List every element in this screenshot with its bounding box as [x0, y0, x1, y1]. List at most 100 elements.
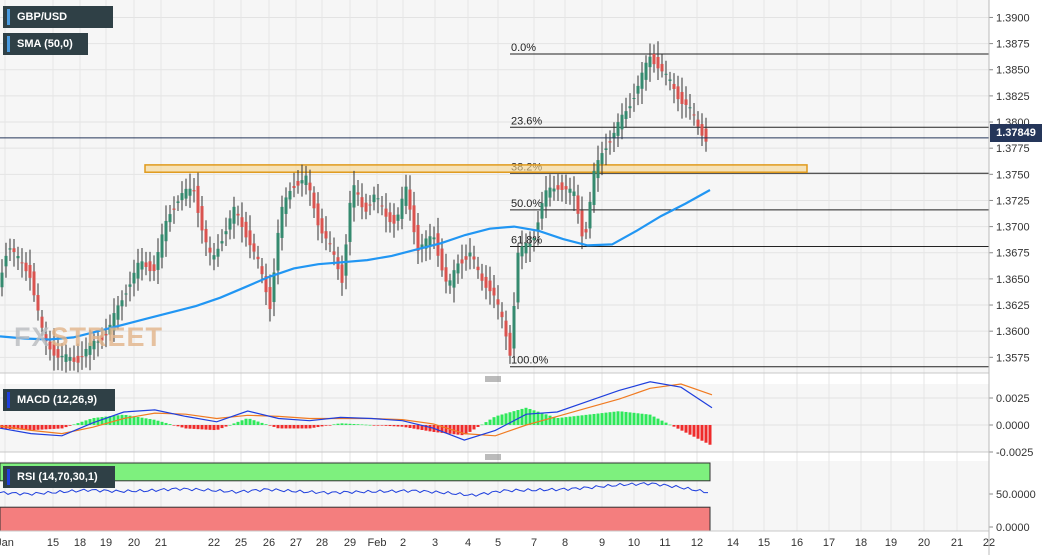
date-tick-label: 19 — [100, 537, 112, 549]
candle-body — [552, 188, 556, 192]
price-tick-label: 1.3675 — [996, 248, 1030, 260]
macd-histogram-bar — [612, 411, 616, 425]
resistance-zone-rect — [144, 164, 808, 173]
macd-histogram-bar — [488, 419, 492, 425]
sma-legend[interactable]: SMA (50,0) — [3, 33, 88, 55]
macd-histogram-bar — [220, 425, 224, 429]
candle-body — [372, 194, 376, 203]
macd-histogram-bar — [700, 425, 704, 441]
macd-histogram-bar — [308, 425, 312, 429]
rsi-legend[interactable]: RSI (14,70,30,1) — [3, 466, 115, 488]
panel-resize-handle[interactable] — [480, 374, 506, 383]
candle-body — [68, 356, 72, 361]
macd-histogram-bar — [108, 416, 112, 425]
date-tick-label: 8 — [562, 537, 568, 549]
macd-histogram-bar — [24, 425, 28, 430]
price-tick-label: 1.3875 — [996, 39, 1030, 51]
panel-resize-handle[interactable] — [480, 452, 506, 461]
macd-tick-label: 0.0025 — [996, 393, 1030, 405]
candle-body — [556, 185, 560, 190]
macd-histogram-bar — [224, 425, 228, 427]
macd-histogram-bar — [584, 414, 588, 425]
macd-histogram-bar — [568, 416, 572, 425]
candle-body — [700, 124, 704, 136]
instrument-label: GBP/USD — [17, 11, 68, 23]
candle-body — [448, 280, 452, 286]
macd-histogram-bar — [260, 422, 264, 425]
candle-body — [536, 222, 540, 231]
candle-body — [116, 305, 120, 320]
candle-body — [288, 190, 292, 200]
candle-body — [36, 295, 40, 311]
macd-histogram-bar — [48, 425, 52, 430]
macd-histogram-bar — [56, 425, 60, 429]
candle-body — [172, 208, 176, 210]
candle-body — [576, 195, 580, 214]
macd-histogram-bar — [276, 425, 280, 429]
candle-body — [616, 122, 620, 136]
candle-body — [204, 228, 208, 243]
candle-body — [484, 276, 488, 288]
macd-legend[interactable]: MACD (12,26,9) — [3, 389, 115, 411]
price-tick-label: 1.3700 — [996, 222, 1030, 234]
date-tick-label: 3 — [432, 537, 438, 549]
candle-body — [496, 299, 500, 305]
candle-body — [528, 243, 532, 247]
date-tick-label: 11 — [659, 537, 670, 549]
macd-histogram-bar — [324, 425, 328, 426]
macd-histogram-bar — [576, 415, 580, 425]
macd-histogram-bar — [384, 425, 388, 426]
macd-histogram-bar — [412, 425, 416, 429]
candle-body — [100, 335, 104, 341]
candle-body — [648, 56, 652, 68]
macd-histogram-bar — [280, 425, 284, 429]
candle-body — [316, 203, 320, 226]
candle-body — [256, 256, 260, 260]
candle-body — [508, 332, 512, 356]
candle-body — [160, 234, 164, 258]
candle-body — [388, 212, 392, 223]
price-tick-label: 1.3775 — [996, 143, 1030, 155]
macd-histogram-bar — [152, 419, 156, 425]
rsi-line — [0, 482, 708, 497]
date-tick-label: 14 — [727, 537, 739, 549]
candle-body — [224, 231, 228, 235]
last-price-tag: 1.37849 — [990, 124, 1042, 142]
candle-body — [580, 210, 584, 237]
candle-body — [120, 300, 124, 307]
macd-histogram-bar — [380, 425, 384, 426]
candle-body — [220, 241, 224, 244]
fib-level-label: 100.0% — [511, 355, 549, 367]
macd-histogram-bar — [624, 411, 628, 425]
macd-histogram-bar — [288, 425, 292, 429]
candle-body — [356, 192, 360, 195]
macd-histogram-bar — [228, 424, 232, 426]
sma-label: SMA (50,0) — [17, 38, 73, 50]
macd-histogram-bar — [328, 425, 332, 426]
macd-histogram-bar — [232, 423, 236, 425]
date-tick-label: 26 — [263, 537, 275, 549]
candle-body — [348, 202, 352, 242]
candle-body — [192, 190, 196, 192]
macd-histogram-bar — [192, 425, 196, 429]
instrument-legend[interactable]: GBP/USD — [3, 6, 113, 28]
macd-histogram-bar — [472, 425, 476, 430]
macd-histogram-bar — [368, 424, 372, 426]
macd-histogram-bar — [40, 425, 44, 430]
macd-histogram-bar — [332, 424, 336, 425]
date-tick-label: 15 — [758, 537, 770, 549]
candle-body — [612, 132, 616, 139]
macd-histogram-bar — [104, 416, 108, 425]
price-tick-label: 1.3725 — [996, 195, 1030, 207]
candle-body — [28, 264, 32, 278]
candle-body — [20, 262, 24, 264]
macd-histogram-bar — [88, 419, 92, 425]
macd-histogram-bar — [668, 424, 672, 426]
candle-body — [492, 287, 496, 296]
candle-body — [440, 248, 444, 271]
macd-histogram-bar — [348, 423, 352, 425]
macd-histogram-bar — [524, 407, 528, 425]
macd-histogram-bar — [372, 425, 376, 426]
date-tick-label: 22 — [208, 537, 220, 549]
rsi-oversold-band — [0, 506, 711, 532]
